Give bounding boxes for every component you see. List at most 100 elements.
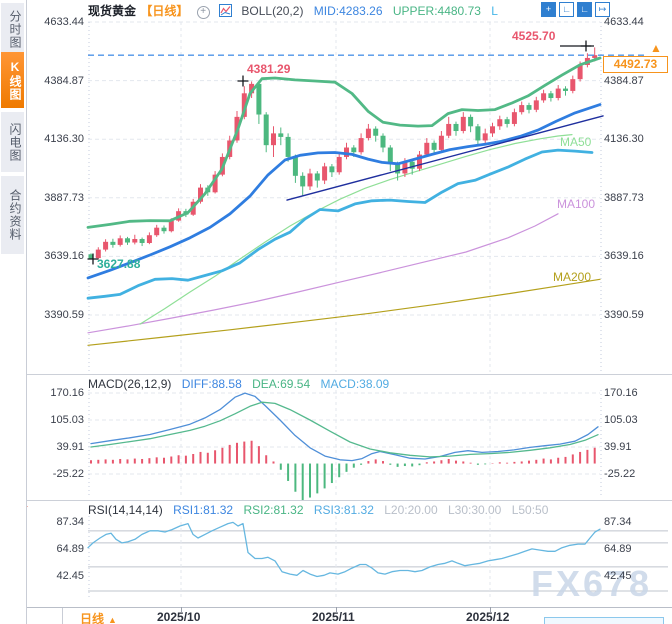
watermark: FX678 — [531, 563, 653, 604]
candle-body — [154, 227, 160, 236]
crosshair-marker — [87, 253, 99, 265]
macd-header: MACD(26,12,9) DIFF:88.58 DEA:69.54 MACD:… — [88, 377, 389, 391]
candle-body — [336, 156, 342, 173]
candle-body — [563, 88, 568, 91]
candle-body — [541, 93, 547, 101]
candle-body — [132, 238, 138, 243]
rsi-header: RSI(14,14,14) RSI1:81.32 RSI2:81.32 RSI3… — [88, 503, 548, 517]
macd-diff-value: DIFF:88.58 — [181, 377, 242, 391]
sidebar-item-time-chart[interactable]: 分时图 — [1, 3, 24, 57]
chart-toolbar: + ∟ ∟ ↦ — [541, 2, 610, 17]
zoom-axis-icon[interactable]: ∟ — [559, 2, 574, 17]
candle-body — [271, 133, 276, 146]
candle-body — [526, 105, 532, 110]
crosshair-marker — [237, 75, 249, 87]
rsi-l50-label: L50:50 — [511, 503, 549, 517]
boll-upper-value: UPPER:4480.73 — [392, 4, 481, 18]
candle-body — [402, 161, 408, 174]
candle-body — [395, 164, 401, 174]
rsi-l20-label: L20:20.00 — [384, 503, 438, 517]
candle-body — [387, 147, 393, 165]
candle-body — [555, 88, 561, 99]
macd-params-label: MACD(26,12,9) — [88, 377, 172, 391]
candle-body — [358, 138, 364, 153]
candle-body — [409, 161, 415, 169]
candle-body — [139, 238, 145, 244]
candle-body — [241, 93, 247, 117]
macd-diff-line — [90, 392, 599, 462]
candle-body — [307, 173, 313, 187]
horizontal-scrollbar[interactable] — [544, 617, 664, 624]
chart-header: 现货黄金 【日线】 + BOLL(20,2) MID:4283.26 UPPER… — [88, 2, 498, 20]
candle-body — [570, 79, 576, 91]
candle-body — [263, 114, 269, 146]
candle-body — [249, 83, 255, 94]
macd-dea-value: DEA:69.54 — [252, 377, 311, 391]
candle-body — [373, 128, 379, 136]
candle-body — [256, 83, 262, 115]
chevron-up-icon: ▲ — [108, 615, 117, 624]
candle-body — [117, 238, 123, 245]
bottom-bar-divider — [62, 608, 63, 624]
candle-body — [431, 142, 437, 150]
macd-dea-line — [90, 401, 599, 458]
candle-body — [446, 123, 452, 136]
candle-body — [110, 241, 116, 245]
sidebar: 分时图 K线图 闪电图 合约资料 — [0, 0, 27, 624]
rsi-params-label: RSI(14,14,14) — [88, 503, 163, 517]
candle-body — [161, 227, 167, 232]
candle-body — [88, 254, 94, 259]
candle-body — [95, 249, 101, 259]
rsi-l30-label: L30:30.00 — [447, 503, 502, 517]
candle-body — [125, 238, 130, 243]
add-indicator-icon[interactable]: + — [196, 6, 210, 19]
candle-body — [322, 166, 328, 181]
sidebar-item-kline-chart[interactable]: K线图 — [1, 52, 24, 110]
candle-body — [292, 156, 298, 176]
export-icon[interactable]: ↦ — [595, 2, 610, 17]
boll-lower-value: L — [491, 4, 498, 18]
boll-lower-line — [86, 148, 594, 300]
candle-body — [519, 105, 525, 113]
period-tag: 【日线】 — [140, 4, 189, 18]
candle-body — [285, 136, 291, 157]
candle-body — [198, 187, 203, 202]
candle-body — [533, 100, 539, 110]
candle-body — [380, 135, 386, 148]
candle-body — [497, 119, 503, 127]
indicator-name-label: BOLL(20,2) — [241, 4, 304, 18]
macd-macd-value: MACD:38.09 — [320, 377, 390, 391]
candle-body — [548, 93, 554, 99]
axis-scale-icon[interactable]: ∟ — [577, 2, 592, 17]
kline-chart-icon — [219, 4, 233, 20]
candle-body — [365, 128, 371, 139]
candle-body — [482, 133, 488, 141]
boll-mid-line — [86, 103, 602, 280]
current-price-badge: 4492.73 — [603, 56, 668, 73]
sidebar-item-contract-info[interactable]: 合约资料 — [1, 176, 24, 256]
rsi1-value: RSI1:81.32 — [173, 503, 234, 517]
period-selector[interactable]: 日线 ▲ — [80, 610, 117, 624]
price-marker-arrow-icon: ▲ — [650, 41, 662, 55]
candle-body — [592, 55, 598, 58]
boll-mid-value: MID:4283.26 — [313, 4, 383, 18]
symbol-name: 现货黄金 — [88, 4, 137, 18]
rsi-line — [87, 521, 601, 578]
pan-tool-icon[interactable]: + — [541, 2, 556, 17]
candle-body — [475, 126, 481, 141]
candle-body — [490, 126, 495, 134]
candle-body — [168, 220, 174, 232]
candle-body — [344, 147, 349, 157]
ma200-line — [87, 278, 601, 346]
candle-body — [417, 154, 422, 169]
sidebar-item-lightning-chart[interactable]: 闪电图 — [1, 112, 24, 174]
candle-body — [278, 133, 284, 137]
candle-body — [212, 174, 218, 193]
candle-body — [314, 173, 320, 181]
boll-upper-line — [86, 56, 602, 229]
rsi2-value: RSI2:81.32 — [243, 503, 304, 517]
trend-line — [286, 115, 604, 201]
ma50-line — [139, 134, 573, 325]
rsi3-value: RSI3:81.32 — [313, 503, 374, 517]
